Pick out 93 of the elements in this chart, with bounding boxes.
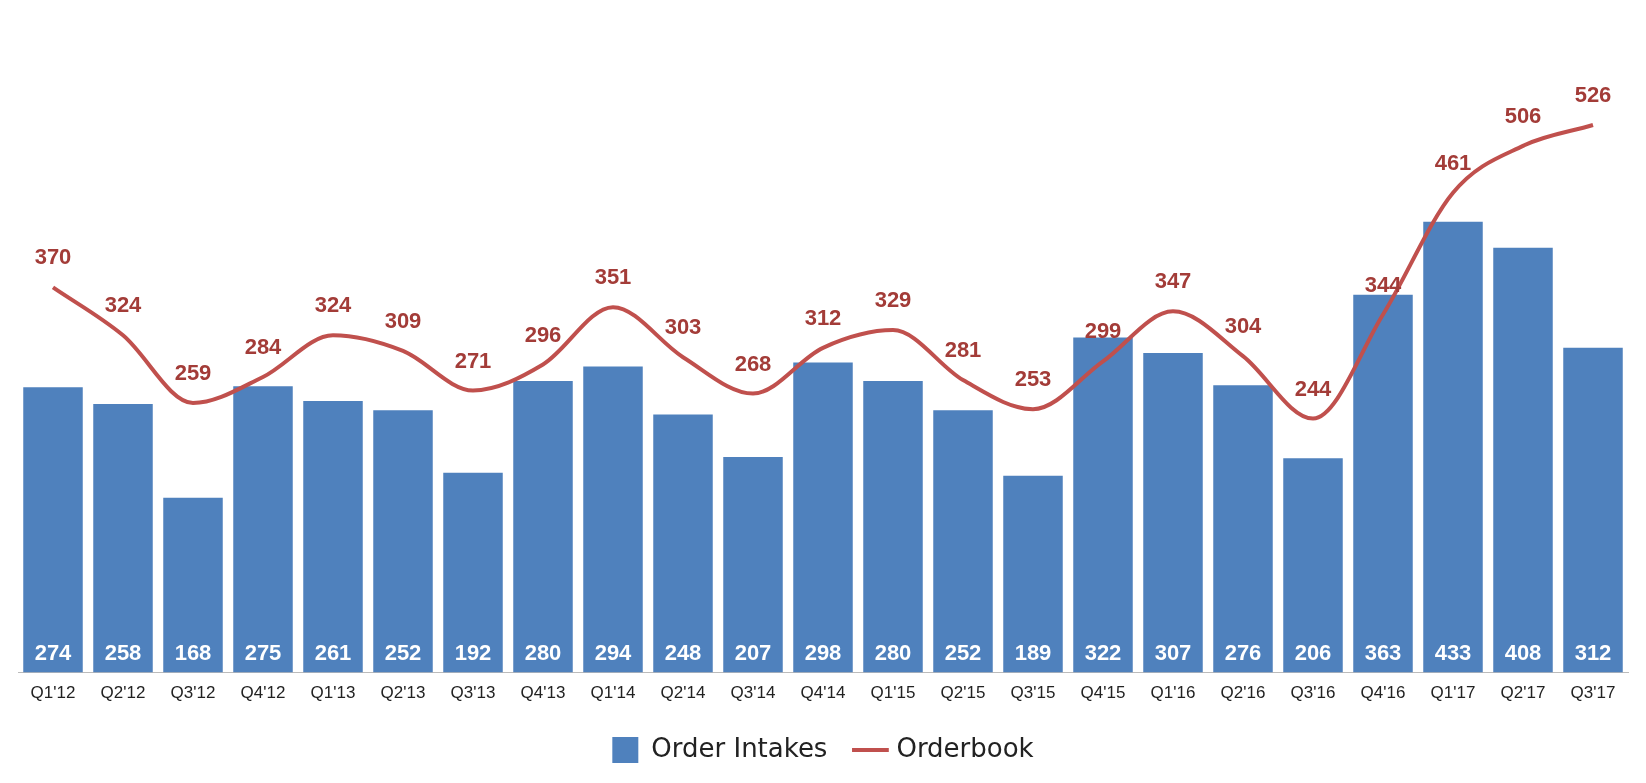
data-label: 324 xyxy=(104,292,143,318)
bar xyxy=(1493,247,1553,673)
data-label: 304 xyxy=(1224,313,1263,339)
data-label: 206 xyxy=(1294,639,1332,665)
x-tick-label: Q3'12 xyxy=(170,683,216,703)
data-label: 189 xyxy=(1014,639,1052,665)
data-label: 275 xyxy=(244,639,282,665)
data-label: 244 xyxy=(1294,375,1333,401)
bar xyxy=(793,362,853,673)
x-tick-label: Q2'14 xyxy=(660,683,706,703)
data-label: 303 xyxy=(664,314,702,340)
bar xyxy=(863,381,923,673)
x-tick-label: Q3'17 xyxy=(1570,683,1616,703)
data-label: 312 xyxy=(804,304,842,330)
data-label: 433 xyxy=(1434,639,1472,665)
bar xyxy=(1423,221,1483,673)
data-label: 299 xyxy=(1084,318,1122,344)
x-tick-label: Q4'16 xyxy=(1360,683,1406,703)
bar xyxy=(1213,385,1273,673)
data-label: 271 xyxy=(454,347,492,373)
x-tick-label: Q3'13 xyxy=(450,683,496,703)
bar xyxy=(653,414,713,673)
data-label: 280 xyxy=(874,639,912,665)
data-label: 276 xyxy=(1224,639,1262,665)
legend-label: Orderbook xyxy=(896,732,1034,763)
x-tick-label: Q2'15 xyxy=(940,683,986,703)
data-label: 248 xyxy=(664,639,702,665)
data-label: 259 xyxy=(174,360,212,386)
bar xyxy=(303,400,363,673)
data-label: 526 xyxy=(1574,82,1612,108)
x-tick-label: Q4'13 xyxy=(520,683,566,703)
data-label: 261 xyxy=(314,639,352,665)
x-tick-label: Q2'13 xyxy=(380,683,426,703)
x-tick-label: Q3'15 xyxy=(1010,683,1056,703)
x-tick-label: Q4'15 xyxy=(1080,683,1126,703)
bar xyxy=(23,387,83,673)
data-label: 370 xyxy=(34,244,72,270)
bar xyxy=(233,386,293,673)
x-tick-label: Q1'15 xyxy=(870,683,916,703)
data-label: 281 xyxy=(944,337,982,363)
data-label: 298 xyxy=(804,639,842,665)
bar xyxy=(513,381,573,673)
data-label: 324 xyxy=(314,292,353,318)
data-label: 252 xyxy=(384,639,422,665)
data-label: 258 xyxy=(104,639,142,665)
bar xyxy=(93,404,153,673)
data-label: 329 xyxy=(874,287,912,313)
x-tick-label: Q1'17 xyxy=(1430,683,1476,703)
x-tick-label: Q1'12 xyxy=(30,683,76,703)
data-label: 506 xyxy=(1504,102,1542,128)
bar xyxy=(933,410,993,673)
data-label: 351 xyxy=(594,264,632,290)
data-label: 363 xyxy=(1364,639,1402,665)
data-label: 284 xyxy=(244,334,283,360)
data-label: 294 xyxy=(594,639,633,665)
data-label: 168 xyxy=(174,639,212,665)
x-tick-label: Q1'13 xyxy=(310,683,356,703)
x-tick-label: Q3'16 xyxy=(1290,683,1336,703)
bar xyxy=(583,366,643,673)
data-label: 307 xyxy=(1154,639,1192,665)
bar xyxy=(443,472,503,673)
bar xyxy=(1563,347,1623,673)
bar xyxy=(1003,475,1063,673)
data-label: 312 xyxy=(1574,639,1612,665)
bar xyxy=(163,497,223,673)
x-tick-label: Q2'17 xyxy=(1500,683,1546,703)
bar xyxy=(1073,337,1133,673)
data-label: 207 xyxy=(734,639,772,665)
data-label: 309 xyxy=(384,307,422,333)
x-tick-label: Q2'12 xyxy=(100,683,146,703)
data-label: 192 xyxy=(454,639,492,665)
x-tick-label: Q2'16 xyxy=(1220,683,1266,703)
data-label: 322 xyxy=(1084,639,1122,665)
x-tick-label: Q3'14 xyxy=(730,683,776,703)
data-label: 461 xyxy=(1434,149,1472,175)
bar xyxy=(1353,294,1413,673)
x-tick-label: Q4'14 xyxy=(800,683,846,703)
data-label: 280 xyxy=(524,639,562,665)
x-tick-label: Q1'16 xyxy=(1150,683,1196,703)
bar xyxy=(723,457,783,673)
data-label: 252 xyxy=(944,639,982,665)
bar xyxy=(1143,353,1203,673)
data-label: 296 xyxy=(524,321,562,347)
bar xyxy=(1283,458,1343,673)
data-label: 268 xyxy=(734,350,772,376)
x-tick-label: Q4'12 xyxy=(240,683,286,703)
legend-label: Order Intakes xyxy=(651,732,828,763)
x-tick-label: Q1'14 xyxy=(590,683,636,703)
bar xyxy=(373,410,433,673)
data-label: 253 xyxy=(1014,366,1052,392)
data-label: 408 xyxy=(1504,639,1542,665)
data-label: 347 xyxy=(1154,268,1192,294)
data-label: 274 xyxy=(34,639,73,665)
